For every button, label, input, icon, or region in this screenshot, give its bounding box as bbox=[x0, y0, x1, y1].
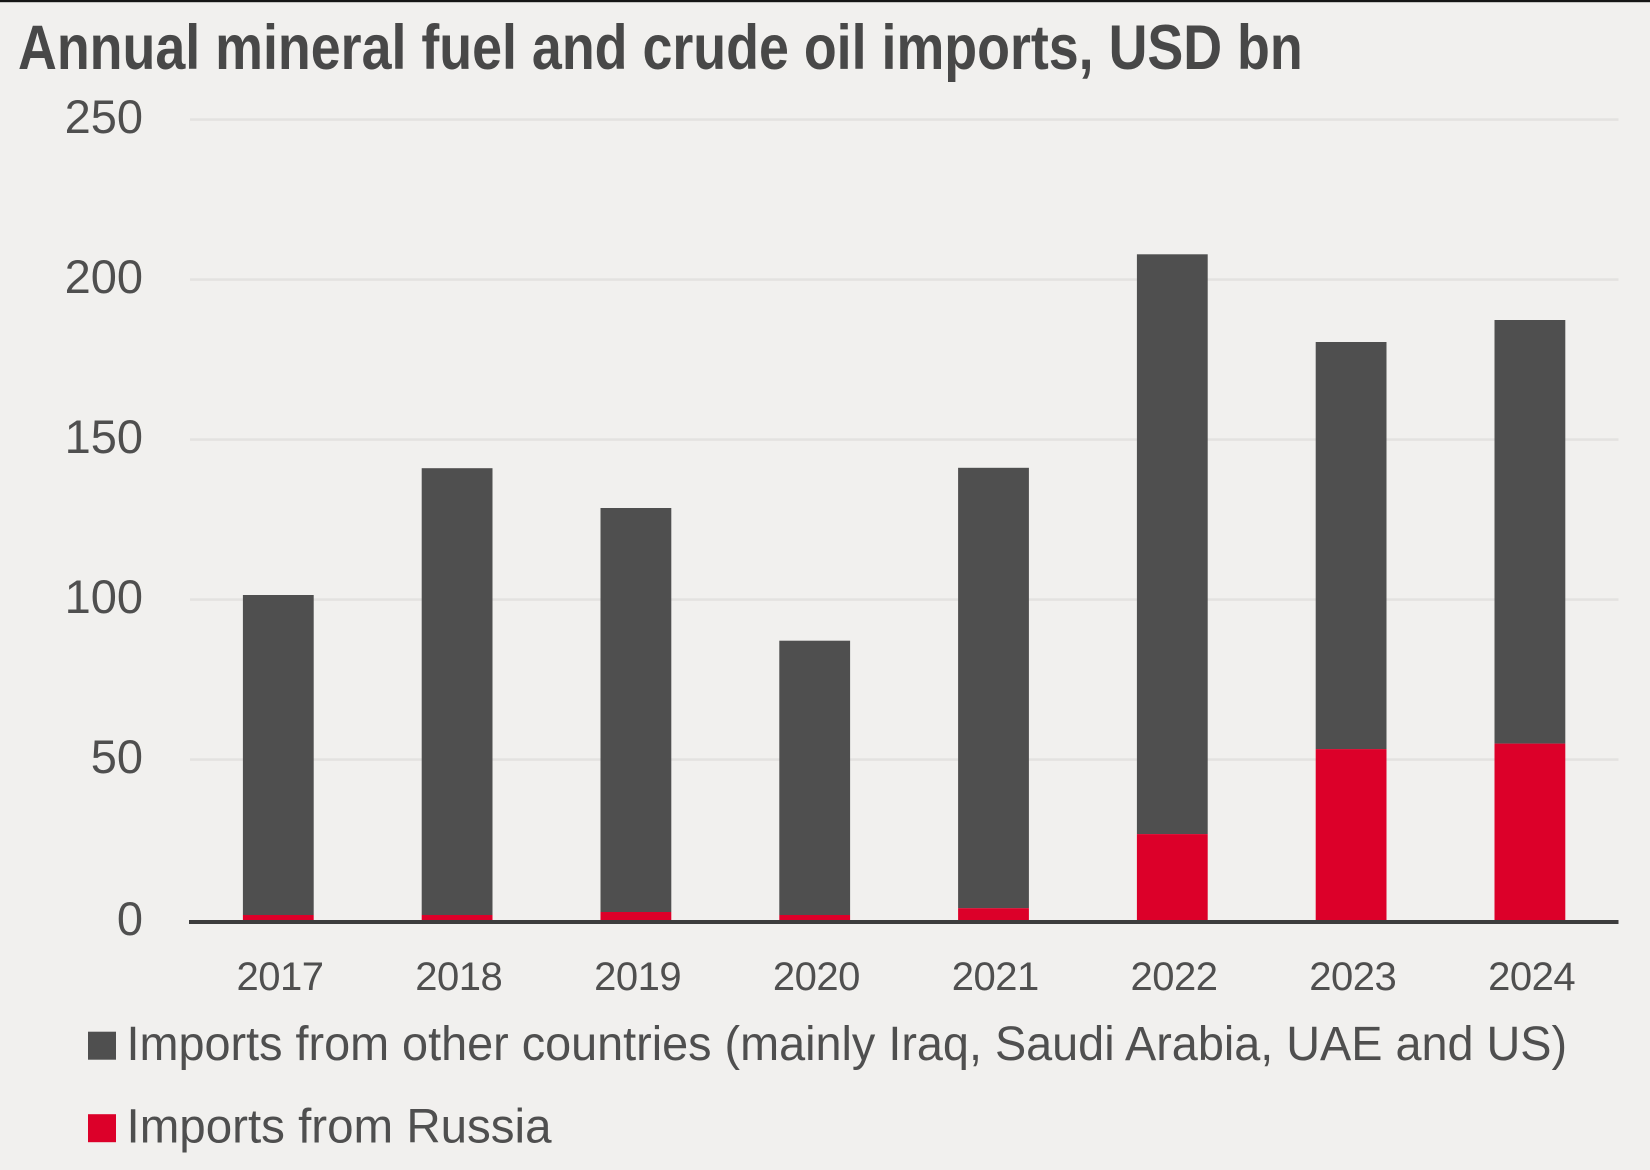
svg-text:2021: 2021 bbox=[952, 955, 1039, 999]
svg-text:2017: 2017 bbox=[237, 955, 324, 999]
svg-text:150: 150 bbox=[65, 410, 143, 463]
svg-text:Annual mineral fuel and crude: Annual mineral fuel and crude oil import… bbox=[18, 13, 1303, 83]
svg-text:0: 0 bbox=[117, 892, 143, 945]
svg-text:2022: 2022 bbox=[1131, 955, 1218, 999]
svg-text:100: 100 bbox=[65, 570, 143, 623]
svg-text:200: 200 bbox=[65, 250, 143, 303]
svg-text:50: 50 bbox=[91, 730, 143, 783]
svg-text:250: 250 bbox=[65, 90, 143, 143]
svg-text:2019: 2019 bbox=[594, 955, 681, 999]
svg-text:2023: 2023 bbox=[1309, 955, 1396, 999]
svg-text:2024: 2024 bbox=[1488, 955, 1575, 999]
svg-text:2018: 2018 bbox=[415, 955, 502, 999]
svg-text:Imports from other countries (: Imports from other countries (mainly Ira… bbox=[127, 1017, 1568, 1071]
svg-text:Imports from Russia: Imports from Russia bbox=[127, 1100, 552, 1153]
svg-text:2020: 2020 bbox=[773, 955, 860, 999]
